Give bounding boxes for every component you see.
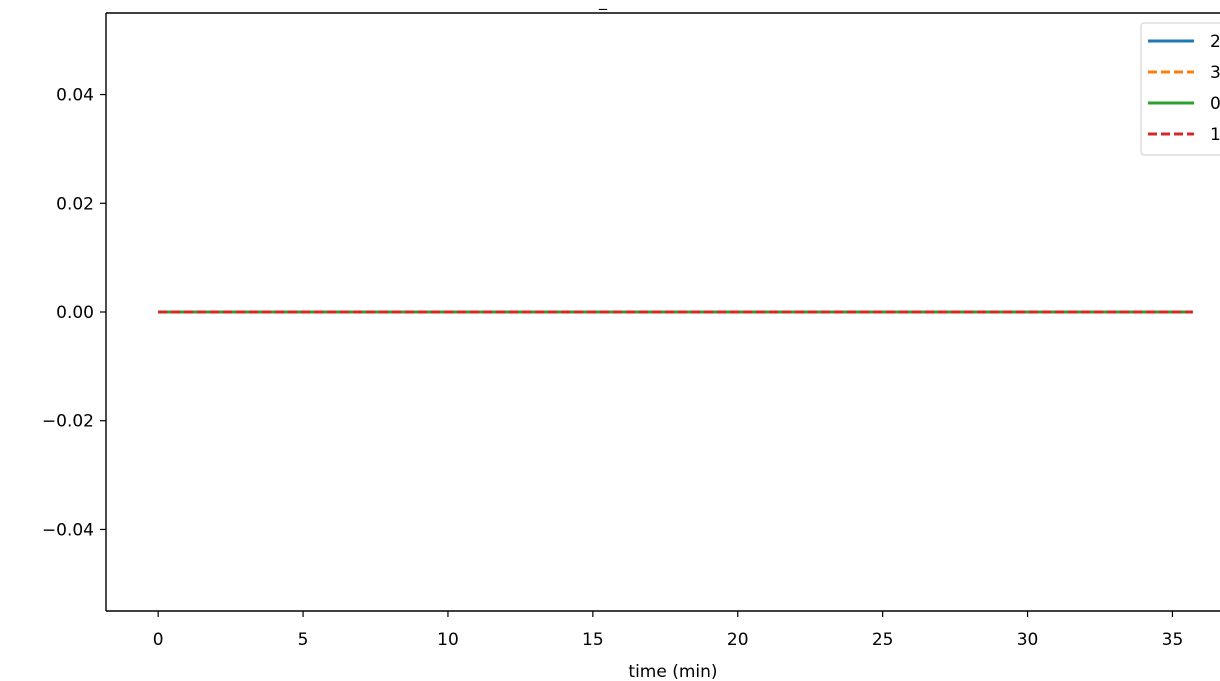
x-tick-label: 25 xyxy=(872,630,894,650)
x-axis-label: time (min) xyxy=(628,662,717,681)
x-tick-label: 5 xyxy=(298,630,309,650)
x-tick-label: 35 xyxy=(1162,630,1184,650)
legend: 2 3 0 1 xyxy=(1140,22,1220,156)
legend-label: 1 xyxy=(1210,125,1220,145)
chart-title: _ xyxy=(598,0,608,11)
legend-label: 3 xyxy=(1210,63,1220,83)
y-tick-label: 0.04 xyxy=(56,86,94,106)
y-axis-ticks: −0.04 −0.02 0.00 0.02 0.04 xyxy=(42,86,106,540)
x-tick-label: 20 xyxy=(727,630,749,650)
legend-box xyxy=(1140,22,1220,156)
x-axis-ticks: 0 5 10 15 20 25 30 35 xyxy=(153,611,1184,650)
x-tick-label: 15 xyxy=(582,630,604,650)
y-tick-label: 0.00 xyxy=(56,303,94,323)
legend-label: 2 xyxy=(1210,32,1220,52)
legend-label: 0 xyxy=(1210,94,1220,114)
y-tick-label: −0.04 xyxy=(42,520,94,540)
y-tick-label: −0.02 xyxy=(42,412,94,432)
x-tick-label: 0 xyxy=(153,630,164,650)
y-tick-label: 0.02 xyxy=(56,194,94,214)
x-tick-label: 30 xyxy=(1017,630,1039,650)
x-tick-label: 10 xyxy=(437,630,459,650)
